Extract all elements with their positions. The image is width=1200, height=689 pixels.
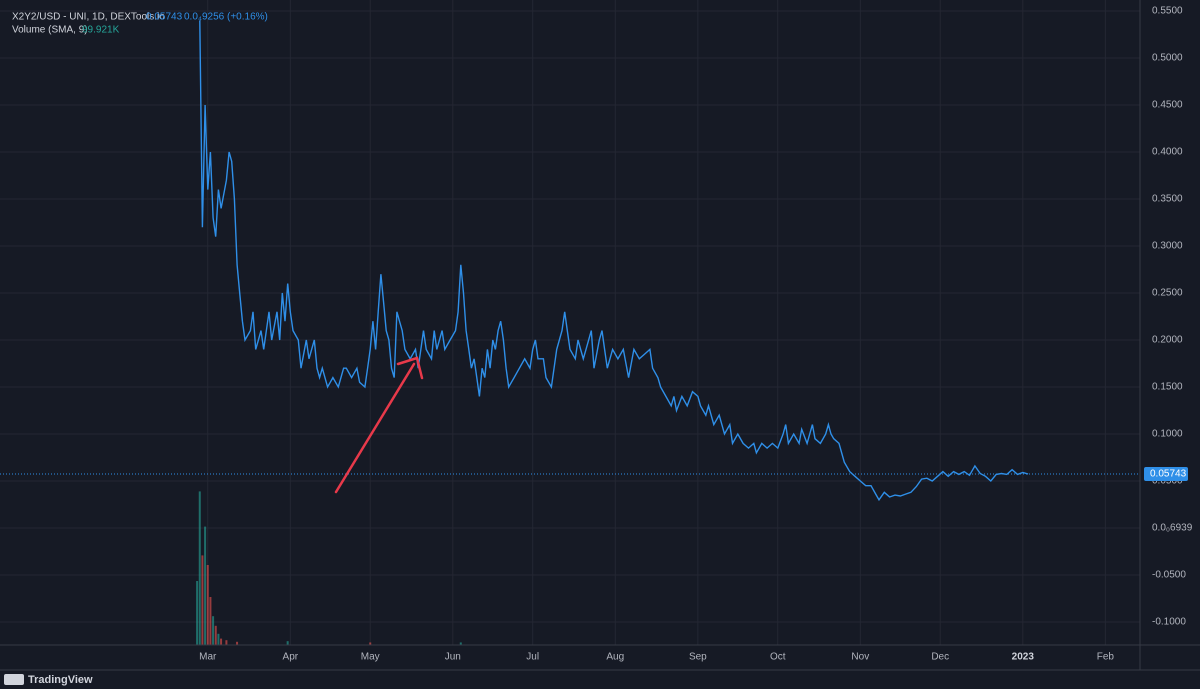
volume-bar (212, 616, 215, 645)
volume-bar (209, 597, 212, 645)
volume-value: 99.921K (82, 25, 120, 36)
logo (4, 674, 24, 685)
volume-bar (225, 640, 228, 645)
y-tick-label: 0.0500 (1152, 476, 1183, 487)
x-tick-label: Dec (931, 652, 949, 663)
y-tick-label: 0.4500 (1152, 100, 1183, 111)
last-price-tag (1144, 466, 1188, 481)
volume-bar (286, 641, 289, 645)
y-tick-label: 0.0₀6939 (1152, 523, 1193, 534)
x-tick-label: Sep (689, 652, 707, 663)
volume-bar (369, 642, 372, 645)
volume-bar (201, 555, 204, 645)
y-tick-label: 0.5500 (1152, 6, 1183, 17)
y-tick-label: 0.1000 (1152, 429, 1183, 440)
y-tick-label: -0.0500 (1152, 570, 1186, 581)
symbol: X2Y2/USD - UNI, 1D, DEXTools.io (12, 12, 165, 23)
change: 0.0₄9256 (+0.16%) (184, 12, 268, 23)
x-tick-label: Oct (770, 652, 786, 663)
price-line (199, 20, 1029, 502)
arrow-annotation (334, 356, 424, 494)
y-tick-label: 0.2000 (1152, 335, 1183, 346)
volume-bar (220, 638, 223, 645)
volume-bar (204, 526, 207, 645)
x-tick-label: May (361, 652, 380, 663)
y-tick-label: 0.2500 (1152, 288, 1183, 299)
x-tick-label: 2023 (1012, 652, 1035, 663)
x-tick-label: Jul (526, 652, 539, 663)
x-tick-label: Aug (606, 652, 624, 663)
y-tick-label: 0.5000 (1152, 53, 1183, 64)
y-tick-label: -0.1000 (1152, 617, 1186, 628)
y-tick-label: 0.1500 (1152, 382, 1183, 393)
x-tick-label: Mar (199, 652, 217, 663)
brand: TradingView (28, 674, 93, 686)
volume-bar (459, 642, 462, 645)
volume-bar (198, 491, 201, 645)
volume-bar (217, 633, 220, 645)
x-tick-label: Nov (851, 652, 869, 663)
y-tick-label: 0.4000 (1152, 147, 1183, 158)
y-tick-label: 0.3500 (1152, 194, 1183, 205)
y-tick-label: 0.3000 (1152, 241, 1183, 252)
volume-bar (206, 565, 209, 645)
x-tick-label: Jun (445, 652, 461, 663)
x-tick-label: Feb (1097, 652, 1115, 663)
last-price: 0.05743 (146, 12, 183, 23)
x-tick-label: Apr (283, 652, 299, 663)
volume-bar (196, 581, 199, 645)
last-price-label: 0.05743 (1150, 469, 1187, 480)
volume-bar (214, 625, 217, 645)
volume-bar (236, 641, 239, 645)
volume-label: Volume (SMA, 9) (12, 25, 88, 36)
